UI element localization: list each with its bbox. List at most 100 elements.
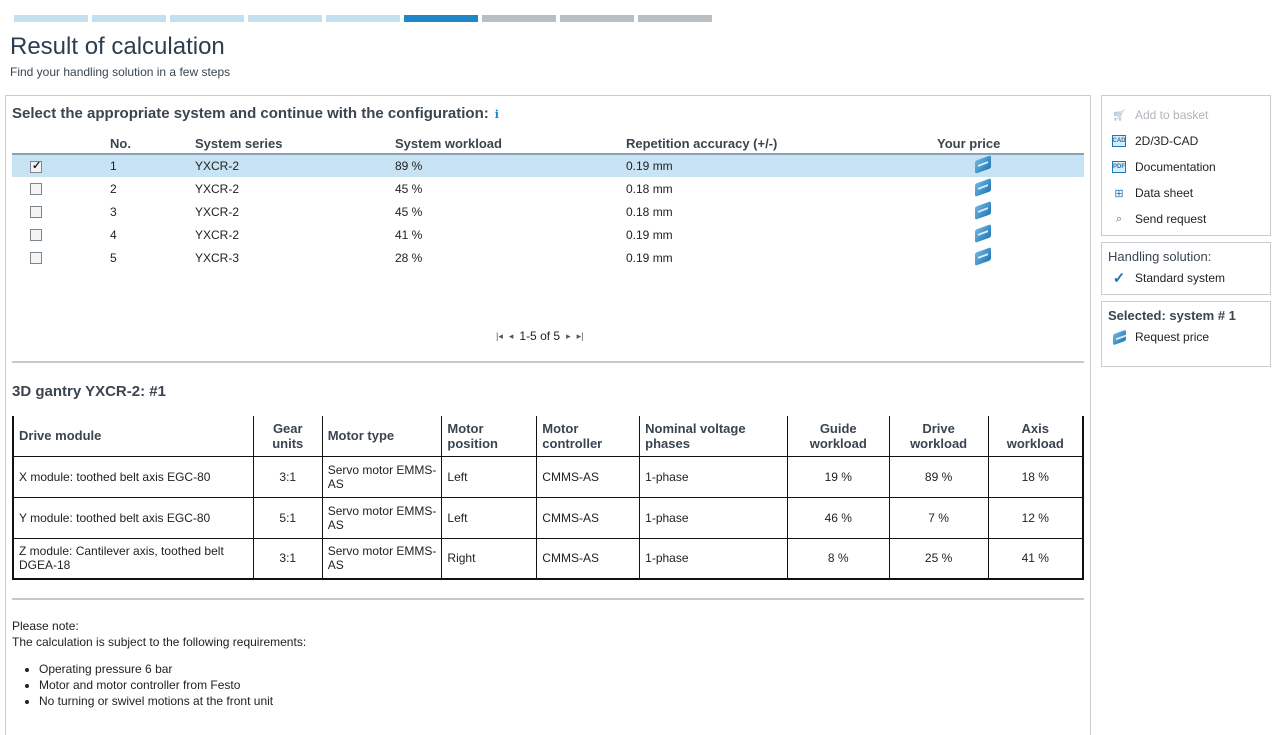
col-motor-type: Motor type bbox=[321, 416, 443, 457]
col-guide-workload: Guide workload bbox=[786, 416, 890, 457]
module-row: Y module: toothed belt axis EGC-80 5:1 S… bbox=[12, 496, 1084, 539]
row-checkbox[interactable] bbox=[30, 252, 42, 265]
col-repetition-accuracy[interactable]: Repetition accuracy (+/-) bbox=[626, 134, 937, 155]
progress-step-1 bbox=[14, 15, 88, 22]
motor-type: Servo motor EMMS-AS bbox=[321, 496, 443, 539]
modules-header-row: Drive module Gear units Motor type Motor… bbox=[12, 416, 1084, 457]
row-accuracy: 0.18 mm bbox=[626, 181, 673, 196]
pdf-icon: PDF bbox=[1112, 161, 1126, 173]
row-workload: 45 % bbox=[395, 204, 423, 219]
data-sheet-label: Data sheet bbox=[1135, 186, 1194, 200]
page-title: Result of calculation bbox=[10, 33, 225, 60]
first-page-icon[interactable]: |◂ bbox=[496, 330, 503, 341]
row-checkbox[interactable] bbox=[30, 229, 42, 242]
results-panel: Select the appropriate system and contin… bbox=[5, 95, 1091, 735]
progress-step-2 bbox=[92, 15, 166, 22]
section-divider bbox=[12, 361, 1084, 363]
handling-solution-panel: Handling solution: ✓ Standard system bbox=[1101, 242, 1271, 295]
row-series: YXCR-2 bbox=[195, 204, 240, 219]
section-divider bbox=[12, 598, 1084, 600]
row-workload: 45 % bbox=[395, 181, 423, 196]
gear-units: 5:1 bbox=[252, 496, 323, 539]
col-system-series[interactable]: System series bbox=[195, 134, 395, 155]
price-icon[interactable] bbox=[975, 246, 991, 266]
row-accuracy: 0.18 mm bbox=[626, 204, 673, 219]
col-motor-position: Motor position bbox=[441, 416, 538, 457]
motor-position: Right bbox=[441, 537, 538, 580]
progress-step-8 bbox=[560, 15, 634, 22]
data-sheet-button[interactable]: ⊞ Data sheet bbox=[1112, 186, 1193, 200]
add-to-basket-label: Add to basket bbox=[1135, 108, 1209, 122]
info-icon[interactable]: i bbox=[494, 108, 499, 121]
request-price-button[interactable]: Request price bbox=[1112, 329, 1210, 345]
guide-workload: 46 % bbox=[786, 496, 890, 539]
gear-units: 3:1 bbox=[252, 537, 323, 580]
cad-icon: CAD bbox=[1112, 135, 1126, 147]
progress-step-3 bbox=[170, 15, 244, 22]
list-item: Motor and motor controller from Festo bbox=[39, 677, 306, 693]
cad-label: 2D/3D-CAD bbox=[1135, 134, 1199, 148]
axis-workload: 12 % bbox=[987, 496, 1084, 539]
row-checkbox[interactable] bbox=[30, 159, 42, 173]
table-row[interactable]: 3 YXCR-2 45 % 0.18 mm bbox=[12, 200, 1084, 223]
guide-workload: 19 % bbox=[786, 455, 890, 498]
axis-workload: 41 % bbox=[987, 537, 1084, 580]
drive-workload: 7 % bbox=[888, 496, 989, 539]
selected-title: Selected: system # 1 bbox=[1108, 308, 1236, 323]
row-no: 1 bbox=[110, 154, 195, 177]
table-row[interactable]: 2 YXCR-2 45 % 0.18 mm bbox=[12, 177, 1084, 200]
drive-module: Z module: Cantilever axis, toothed belt … bbox=[12, 537, 254, 580]
guide-workload: 8 % bbox=[786, 537, 890, 580]
row-series: YXCR-2 bbox=[195, 181, 240, 196]
progress-steps bbox=[14, 15, 716, 22]
col-gear-units: Gear units bbox=[252, 416, 323, 457]
select-cell bbox=[12, 177, 110, 200]
nominal-voltage: 1-phase bbox=[639, 537, 788, 580]
selected-system-panel: Selected: system # 1 Request price bbox=[1101, 301, 1271, 367]
note-title: Please note: bbox=[12, 619, 79, 633]
progress-step-9 bbox=[638, 15, 712, 22]
price-icon[interactable] bbox=[975, 223, 991, 243]
price-icon[interactable] bbox=[975, 155, 991, 174]
motor-position: Left bbox=[441, 455, 538, 498]
col-no[interactable]: No. bbox=[110, 134, 195, 155]
price-icon[interactable] bbox=[975, 177, 991, 197]
table-row[interactable]: 4 YXCR-2 41 % 0.19 mm bbox=[12, 223, 1084, 246]
drive-module: X module: toothed belt axis EGC-80 bbox=[12, 455, 254, 498]
table-row[interactable]: 5 YXCR-3 28 % 0.19 mm bbox=[12, 246, 1084, 269]
pager: |◂ ◂ 1-5 of 5 ▸ ▸| bbox=[496, 329, 583, 343]
next-page-icon[interactable]: ▸ bbox=[566, 330, 571, 341]
progress-step-7 bbox=[482, 15, 556, 22]
results-heading: Select the appropriate system and contin… bbox=[12, 105, 499, 122]
motor-controller: CMMS-AS bbox=[536, 537, 641, 580]
row-workload: 28 % bbox=[395, 250, 423, 265]
cad-button[interactable]: CAD 2D/3D-CAD bbox=[1112, 134, 1198, 148]
row-checkbox[interactable] bbox=[30, 183, 42, 196]
last-page-icon[interactable]: ▸| bbox=[576, 330, 584, 341]
request-price-label: Request price bbox=[1135, 330, 1210, 344]
detail-title: 3D gantry YXCR-2: #1 bbox=[12, 383, 166, 400]
axis-workload: 18 % bbox=[987, 455, 1084, 498]
grid-icon: ⊞ bbox=[1114, 187, 1124, 200]
standard-system-item: ✓ Standard system bbox=[1112, 270, 1225, 287]
send-request-label: Send request bbox=[1135, 212, 1207, 226]
drive-workload: 89 % bbox=[888, 455, 989, 498]
row-checkbox[interactable] bbox=[30, 206, 42, 219]
table-row[interactable]: 1 YXCR-2 89 % 0.19 mm bbox=[12, 154, 1084, 177]
price-cell bbox=[937, 177, 1084, 200]
documentation-label: Documentation bbox=[1135, 160, 1216, 174]
row-no: 5 bbox=[110, 250, 117, 265]
motor-type: Servo motor EMMS-AS bbox=[321, 537, 443, 580]
note-intro: The calculation is subject to the follow… bbox=[12, 635, 307, 649]
row-series: YXCR-3 bbox=[195, 250, 240, 265]
send-request-button[interactable]: ⌕ Send request bbox=[1112, 212, 1206, 226]
col-system-workload[interactable]: System workload bbox=[395, 134, 626, 155]
prev-page-icon[interactable]: ◂ bbox=[508, 330, 514, 341]
modules-table: Drive module Gear units Motor type Motor… bbox=[12, 416, 1084, 580]
col-motor-controller: Motor controller bbox=[536, 416, 641, 457]
price-icon[interactable] bbox=[975, 200, 991, 220]
add-to-basket-button[interactable]: 🛒︎ Add to basket bbox=[1112, 108, 1208, 122]
list-item: No turning or swivel motions at the fron… bbox=[39, 693, 306, 709]
documentation-button[interactable]: PDF Documentation bbox=[1112, 160, 1216, 174]
requirements-note: Please note: The calculation is subject … bbox=[12, 618, 306, 709]
